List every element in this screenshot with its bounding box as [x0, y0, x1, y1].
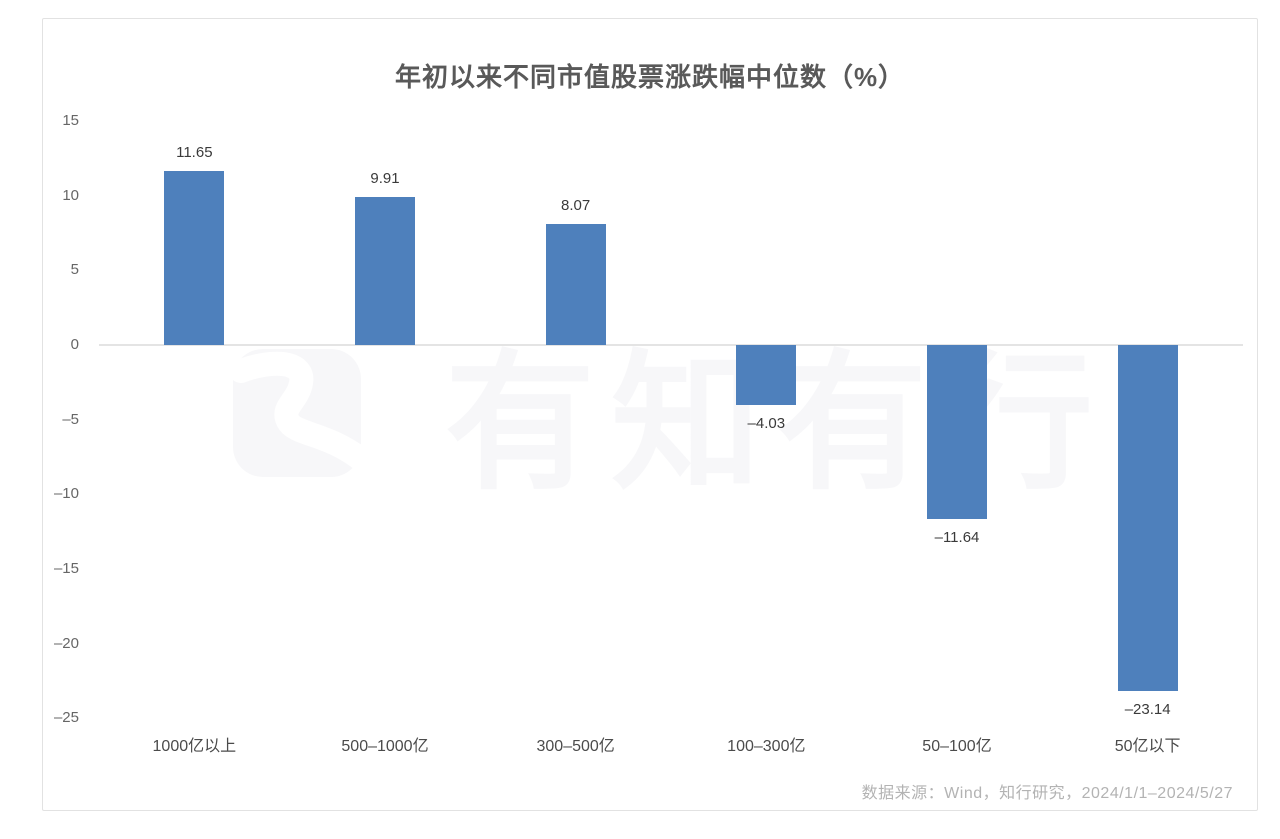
x-category-label: 1000亿以上	[152, 738, 237, 755]
bar-value-label: –23.14	[1124, 700, 1171, 718]
y-tick-label: –20	[53, 634, 79, 652]
bar	[355, 197, 415, 345]
bar	[545, 224, 606, 345]
bar	[736, 345, 797, 406]
bar	[927, 345, 987, 519]
chart-card: 年初以来不同市值股票涨跌幅中位数（%） 有知有行 15 10 5 0 –5 –10 –15–…	[42, 18, 1258, 811]
y-tick-label: 15	[62, 112, 79, 129]
bar-value-label: –11.64	[934, 528, 980, 546]
bar-value-label: 9.91	[370, 170, 400, 187]
bar	[164, 171, 225, 345]
y-tick-label: 10	[62, 186, 79, 204]
y-tick-label: –5	[62, 410, 79, 428]
y-tick-label: 0	[70, 336, 79, 353]
bar-value-label: 8.07	[561, 197, 591, 215]
bar-value-label: –4.03	[747, 415, 786, 433]
x-category-label: 100–300亿	[727, 738, 806, 755]
bar-value-label: 11.65	[176, 144, 213, 162]
y-tick-label: –10	[53, 485, 79, 503]
x-category-label: 50–100亿	[922, 738, 992, 755]
y-tick-label: 5	[70, 261, 79, 279]
bar-chart: 15 10 5 0 –5 –10 –15 –20 –25 11.65 9.91 8.07 –4.03 –…	[43, 19, 1257, 810]
y-tick-label: –25	[53, 709, 79, 727]
bar	[1117, 345, 1178, 691]
x-category-label: 300–500亿	[536, 738, 615, 755]
chart-title: 年初以来不同市值股票涨跌幅中位数（%）	[394, 62, 906, 92]
x-category-label: 500–1000亿	[341, 738, 429, 755]
y-tick-label: –15	[53, 559, 79, 577]
zero-axis-line	[99, 344, 1243, 346]
source-note: 数据来源：Wind，知行研究，2024/1/1–2024/5/27	[861, 785, 1233, 802]
x-category-label: 50亿以下	[1114, 738, 1181, 755]
